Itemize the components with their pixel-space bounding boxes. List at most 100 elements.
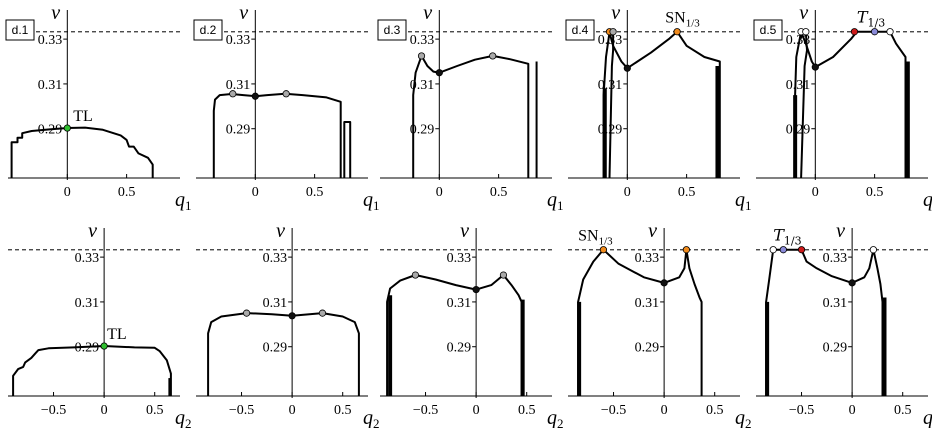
bifurcation-point [472,285,480,294]
bifurcation-point [869,246,877,254]
branch-curve [608,31,615,179]
x-tick-label: 0 [289,403,296,418]
x-tick-label: −0.5 [41,403,66,418]
bifurcation-point [417,52,426,60]
y-tick-label: 0.29 [263,341,288,356]
y-axis-label: ν [276,220,285,242]
panel-7: 0.29 0.31 0.33 −0.5 0 0.5 ν q2 [196,220,380,428]
y-axis-label: ν [239,2,248,24]
bifurcation-point [229,90,237,98]
y-tick-label: 0.33 [447,251,472,266]
y-tick-label: 0.31 [598,78,623,93]
x-tick-label: 0.5 [146,403,164,418]
y-tick-label: 0.29 [786,123,811,138]
bifurcation-point [797,246,806,254]
branch-curve [765,248,884,396]
panel-2: 0.29 0.31 0.33 0 0.5 ν q1 d.2 [193,2,380,213]
x-tick-label: 0 [252,185,259,200]
panel-3: 0.29 0.31 0.33 0 0.5 ν q1 d.3 [377,2,564,213]
x-axis-label: q1 [735,189,752,213]
panel-9: 0.29 0.31 0.33 −0.5 0 0.5 ν q2 SN1/3 [568,220,752,428]
bifurcation-point [242,309,251,317]
bifurcation-point [609,28,617,36]
y-tick-label: 0.33 [823,251,848,266]
x-axis-label: q1 [923,189,932,213]
x-tick-label: 0 [624,185,631,200]
bifurcation-point [802,28,810,36]
y-tick-label: 0.29 [226,123,251,138]
y-axis-label: ν [423,2,432,24]
x-axis-label: q2 [175,407,192,428]
x-tick-label: 0.5 [490,185,508,200]
branch-curve [386,274,523,396]
bifurcation-point [886,28,894,36]
x-tick-label: 0 [101,403,108,418]
branch-curve [602,30,721,178]
bifurcation-point [411,271,420,279]
y-tick-label: 0.33 [75,251,100,266]
y-axis-label: ν [51,2,60,24]
annotation-label: SN1/3 [578,227,613,247]
y-tick-label: 0.31 [263,296,288,311]
y-tick-label: 0.29 [447,341,472,356]
bifurcation-point [871,28,879,36]
panel-label: d.2 [200,23,217,37]
y-tick-label: 0.31 [226,78,251,93]
panel-label-box [753,19,783,41]
y-axis-label: ν [460,220,469,242]
x-axis-label: q1 [175,189,192,213]
x-tick-label: 0 [64,185,71,200]
x-tick-label: 0 [849,403,856,418]
annotation-label: T1/3 [857,7,885,29]
branch-curve [10,126,154,178]
branch-curve [794,30,907,178]
branch-curve [800,31,808,179]
y-tick-label: 0.31 [75,296,100,311]
annotation-label: T1/3 [773,225,801,247]
x-tick-label: 0 [661,403,668,418]
panel-label: d.3 [384,23,401,37]
y-tick-label: 0.31 [635,296,660,311]
bifurcation-point [599,246,608,254]
panel-6: 0.29 0.31 0.33 −0.5 0 0.5 ν q2 TL [8,220,192,428]
y-tick-label: 0.33 [38,33,63,48]
x-tick-label: 0.5 [894,403,912,418]
branch-curve [343,121,352,178]
y-axis-label: ν [648,220,657,242]
x-tick-label: 0.5 [866,185,884,200]
bifurcation-point [318,309,327,317]
bifurcation-point [623,64,631,72]
bifurcation-point [769,246,777,254]
x-tick-label: 0 [436,185,443,200]
x-axis-label: q2 [547,407,564,428]
bifurcation-point [435,69,443,77]
x-tick-label: 0 [812,185,819,200]
y-tick-label: 0.33 [635,251,660,266]
y-tick-label: 0.31 [786,78,811,93]
panel-label-box [377,19,407,41]
bifurcation-point [779,246,787,254]
x-tick-label: −0.5 [413,403,438,418]
y-tick-label: 0.29 [823,341,848,356]
bifurcation-point [489,52,497,60]
bifurcation-point [811,63,819,71]
branch-curve [12,345,172,396]
panel-label-box [565,19,595,41]
bifurcation-point [282,90,290,98]
x-axis-label: q2 [363,407,380,428]
branch-curve [412,54,530,178]
x-tick-label: −0.5 [789,403,814,418]
y-tick-label: 0.29 [635,341,660,356]
y-tick-label: 0.31 [410,78,435,93]
y-axis-label: ν [611,2,620,24]
bifurcation-point [288,312,296,320]
bifurcation-point [251,92,259,100]
panel-label-box [5,19,35,41]
annotation-label: TL [107,326,127,343]
branch-curve [577,248,703,396]
y-tick-label: 0.33 [410,33,435,48]
